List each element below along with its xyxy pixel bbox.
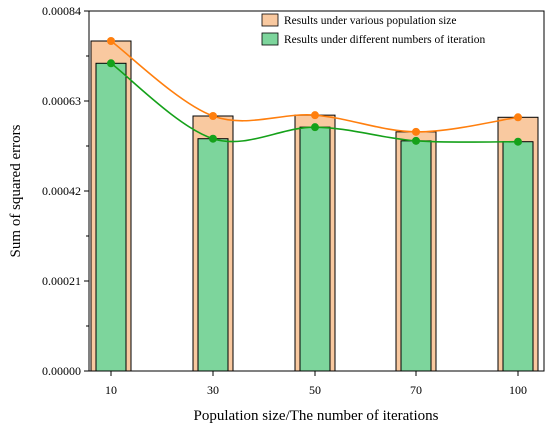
point-iteration-70 [412, 136, 420, 145]
point-population-70 [412, 127, 420, 136]
x-tick-label: 70 [410, 383, 422, 397]
legend-swatch-population [261, 13, 279, 27]
axis-layer: 0.00000 0.00021 0.00042 0.00063 0.00084 10 30 5… [42, 4, 527, 397]
y-axis-label: Sum of squared errors [8, 124, 24, 257]
point-iteration-10 [107, 59, 115, 68]
x-tick-label: 100 [509, 383, 527, 397]
bar-iteration-50 [299, 126, 331, 372]
x-tick-label: 50 [309, 383, 321, 397]
bar-iteration-70 [400, 140, 432, 372]
trend-lines-layer [107, 37, 522, 146]
y-tick-label: 0.00084 [42, 4, 81, 18]
point-population-30 [209, 112, 217, 120]
point-iteration-30 [209, 134, 217, 143]
legend-label-population: Results under various population size [284, 15, 456, 27]
y-tick-label: 0.00000 [42, 364, 81, 378]
point-population-10 [107, 37, 115, 45]
legend-swatch-iteration [261, 32, 279, 46]
legend-label-iteration: Results under different numbers of itera… [284, 34, 486, 46]
point-population-50 [311, 111, 319, 120]
point-population-100 [514, 113, 522, 122]
x-axis-label: Population size/The number of iterations [194, 408, 439, 424]
y-tick-label: 0.00063 [42, 94, 81, 108]
point-iteration-50 [311, 123, 319, 132]
legend: Results under various population size Re… [261, 13, 486, 46]
x-tick-label: 30 [207, 383, 219, 397]
bar-iteration-100 [502, 141, 534, 372]
bar-iteration-30 [197, 138, 229, 372]
bar-iteration-10 [95, 62, 127, 372]
bars-layer [90, 40, 539, 372]
x-tick-label: 10 [105, 383, 117, 397]
point-iteration-100 [514, 137, 522, 146]
y-tick-label: 0.00042 [42, 184, 81, 198]
y-tick-label: 0.00021 [42, 274, 81, 288]
